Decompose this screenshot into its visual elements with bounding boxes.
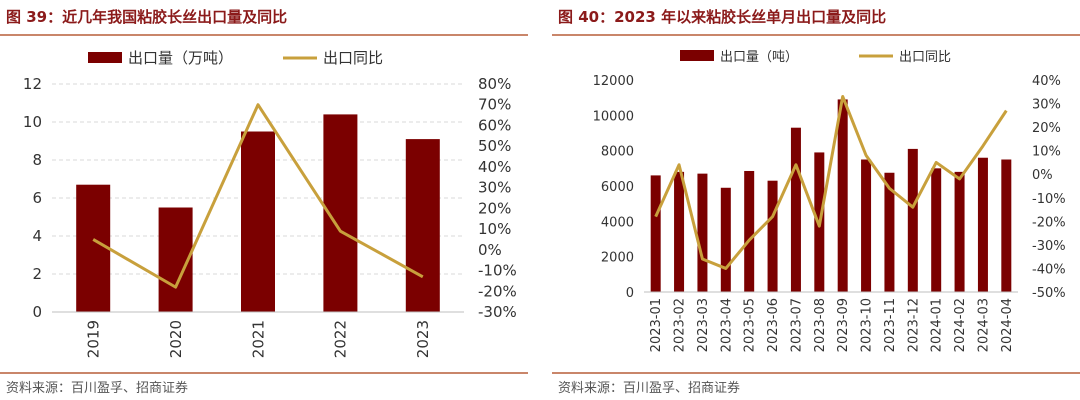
y-right-tick-label: -20% [1032,215,1066,230]
x-tick-label: 2024-02 [953,298,968,352]
x-tick-label: 2023-11 [883,298,898,352]
source-divider [552,372,1080,374]
chart-yearly-export: 0 2 4 6 8 10 12 -30% -20% -10% 0% 10% 20% 30% 40% 50% 60… [23,49,517,358]
y-right-tick-label: 40% [1032,74,1061,89]
source-note: 资料来源：百川盈孚、招商证券 [6,381,189,396]
y-left-tick-label: 12000 [593,74,634,89]
y-right-tick-label: -40% [1032,262,1066,277]
y-right-tick-label: 20% [478,199,511,217]
y-left-tick-label: 10 [23,113,42,131]
y-left-tick-label: 8000 [601,145,634,160]
x-tick-label: 2019 [84,320,102,358]
y-right-tick-label: 30% [1032,98,1061,113]
chart-title: 图 39：近几年我国粘胶长丝出口量及同比 [6,8,288,26]
y-right-tick-label: 0% [1032,168,1053,183]
y-left-tick-label: 4 [32,227,42,245]
y-right-tick-label: 30% [478,179,511,197]
y-left-tick-label: 8 [32,151,42,169]
chart-title: 图 40：2023 年以来粘胶长丝单月出口量及同比 [558,8,887,26]
y-left-tick-label: 2 [32,265,42,283]
chart-monthly-export: 0 2000 4000 6000 8000 10000 12000 -50% -40% -30% -… [593,50,1066,352]
x-tick-label: 2023-08 [813,298,828,352]
bar [977,157,988,292]
y-left-tick-label: 6 [32,189,42,207]
x-tick-label: 2024-03 [976,298,991,352]
x-tick-label: 2021 [249,320,267,358]
legend-label-bar: 出口量（吨） [720,50,798,65]
y-right-tick-label: 10% [478,220,511,238]
x-tick-label: 2023-02 [673,298,688,352]
bar [674,171,685,292]
x-tick-label: 2023-06 [766,298,781,352]
bar [744,170,755,292]
bar [931,168,942,292]
x-tick-label: 2023-05 [743,298,758,352]
x-tick-label: 2024-04 [1000,298,1015,352]
x-tick-label: 2023-04 [719,298,734,352]
bar [790,127,801,292]
title-divider [0,34,528,36]
bar [720,187,731,292]
y-right-tick-label: 0% [478,241,502,259]
source-note: 资料来源：百川盈孚、招商证券 [558,381,741,396]
legend-swatch-bar [680,50,714,61]
x-tick-label: 2023-01 [649,298,664,352]
y-left-tick-label: 0 [626,286,634,301]
bar [650,175,661,292]
bar [907,148,918,292]
bar [405,139,440,312]
series-line-yoy [92,103,424,289]
y-left-tick-label: 12 [23,75,42,93]
y-right-tick-label: -20% [478,282,517,300]
bar [241,131,275,312]
y-right-tick-label: -30% [478,303,517,321]
y-left-tick-label: 4000 [601,215,634,230]
x-tick-label: 2023 [414,320,432,358]
y-right-tick-label: 80% [478,75,511,93]
y-right-tick-label: -10% [1032,192,1066,207]
y-right-tick-label: 40% [478,158,511,176]
legend-swatch-bar [88,52,122,63]
bar [697,173,708,292]
legend-label-line: 出口同比 [323,49,383,67]
y-right-tick-label: -10% [478,262,517,280]
x-tick-label: 2022 [332,320,350,358]
bar [861,159,872,292]
x-tick-label: 2023-12 [906,298,921,352]
x-tick-label: 2023-09 [836,298,851,352]
y-right-tick-label: 70% [478,96,511,114]
y-left-tick-label: 0 [32,303,42,321]
panel-export-monthly: 图 40：2023 年以来粘胶长丝单月出口量及同比 0 2000 4000 6000 8… [552,0,1080,400]
series-line-yoy [654,94,1008,270]
x-tick-label: 2023-10 [860,298,875,352]
x-tick-label: 2023-07 [789,298,804,352]
y-left-tick-label: 10000 [593,109,634,124]
x-tick-label: 2020 [167,320,185,358]
x-tick-label: 2024-01 [930,298,945,352]
title-divider [552,34,1080,36]
bar [884,172,895,292]
y-right-tick-label: 50% [478,137,511,155]
x-tick-label: 2023-03 [696,298,711,352]
y-left-tick-label: 6000 [601,180,634,195]
y-right-tick-label: 10% [1032,145,1061,160]
y-left-tick-label: 2000 [601,251,634,266]
legend-label-bar: 出口量（万吨） [128,49,233,67]
y-right-tick-label: 20% [1032,121,1061,136]
legend-label-line: 出口同比 [899,50,951,65]
panel-export-yearly: 图 39：近几年我国粘胶长丝出口量及同比 0 2 4 6 8 10 12 -30% -20% -1… [0,0,528,400]
source-divider [0,372,528,374]
bar [837,99,848,292]
bar [76,184,111,312]
bar [767,180,778,292]
y-right-tick-label: -50% [1032,286,1066,301]
y-right-tick-label: 60% [478,116,511,134]
bar [954,171,965,292]
y-right-tick-label: -30% [1032,239,1066,254]
bar [1001,159,1012,292]
